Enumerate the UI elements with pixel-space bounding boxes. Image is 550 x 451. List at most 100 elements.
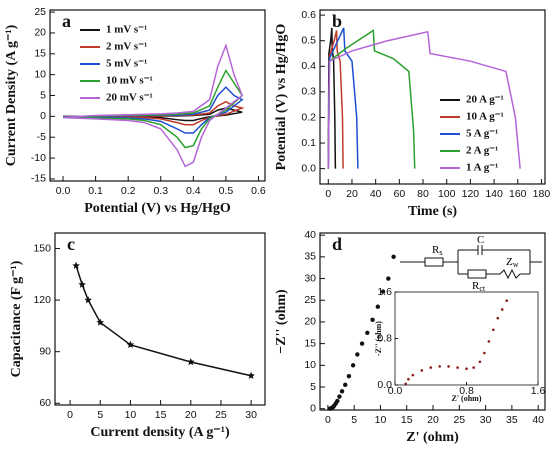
x-tick-label: 0.4 <box>186 185 201 197</box>
x-axis-title: Z' (ohm) <box>406 430 459 445</box>
point <box>411 373 415 377</box>
series-line <box>62 43 244 168</box>
y-tick-label: -10 <box>31 152 46 164</box>
x-tick-label: 180 <box>533 188 550 200</box>
circuit-label: Rs <box>432 244 442 257</box>
point <box>335 398 340 404</box>
x-tick-label: 25 <box>215 409 227 421</box>
point <box>72 261 80 269</box>
x-tick-label: 160 <box>509 188 527 200</box>
y-tick-label: 15 <box>304 337 316 349</box>
x-tick-label: 0.0 <box>388 385 403 397</box>
x-tick-label: 0.5 <box>219 185 234 197</box>
x-axis-title: Current density (A g⁻¹) <box>90 425 230 440</box>
point <box>380 289 386 294</box>
y-tick-label: 0.3 <box>301 86 316 98</box>
y-tick-label: 1.6 <box>377 286 392 298</box>
point <box>404 382 408 386</box>
legend-label: 2 A g⁻¹ <box>466 145 498 157</box>
y-tick-label: 20 <box>304 316 316 328</box>
y-tick-label: 90 <box>39 345 51 357</box>
y-tick-label: 0.6 <box>301 9 316 21</box>
legend-label: 10 mV s⁻¹ <box>106 75 153 87</box>
point <box>447 365 450 368</box>
legend-label: 1 mV s⁻¹ <box>106 24 147 36</box>
x-tick-label: 0 <box>325 414 331 426</box>
y-tick-label: 25 <box>304 294 316 306</box>
point <box>346 373 352 379</box>
point <box>487 340 491 343</box>
y-tick-label: 5 <box>310 381 316 393</box>
y-axis-title: Current Density (A g⁻¹) <box>4 24 19 166</box>
x-tick-label: 25 <box>453 414 465 426</box>
x-tick-label: 60 <box>393 188 405 200</box>
x-tick-label: 40 <box>532 414 544 426</box>
x-axis-title: Potential (V) vs Hg/HgO <box>84 201 231 216</box>
legend-label: 1 A g⁻¹ <box>466 162 498 174</box>
legend-label: 20 mV s⁻¹ <box>106 92 153 104</box>
y-tick-label: 5 <box>40 89 46 101</box>
circuit <box>400 245 542 280</box>
plot-frame <box>319 9 546 185</box>
x-tick-label: 140 <box>485 188 503 200</box>
point <box>438 365 441 368</box>
point <box>343 382 348 388</box>
circuit-label: Zw <box>506 256 519 269</box>
point <box>247 371 255 379</box>
point <box>96 318 105 326</box>
y-tick-label: 120 <box>33 294 51 306</box>
x-tick-label: 0.6 <box>251 185 266 197</box>
x-tick-label: 40 <box>370 188 382 200</box>
point <box>483 351 486 355</box>
x-tick-label: 35 <box>506 414 518 426</box>
y-tick-label: 0.4 <box>301 60 316 72</box>
series-line <box>327 27 359 169</box>
y-axis-title: -Z'' (ohm) <box>374 321 383 356</box>
y-tick-label: 20 <box>34 27 46 39</box>
plot-frame <box>54 232 266 406</box>
circuit-label: C <box>477 234 484 246</box>
point <box>429 366 433 369</box>
point <box>126 340 135 349</box>
y-tick-label: 10 <box>34 68 46 80</box>
x-tick-label: 0.1 <box>88 185 103 197</box>
plot-frame <box>49 9 266 182</box>
point <box>370 317 375 322</box>
y-tick-label: 25 <box>34 6 46 18</box>
x-axis-title: Time (s) <box>408 204 457 219</box>
x-tick-label: 0 <box>325 188 331 200</box>
circuit-label: Rct <box>472 280 486 293</box>
x-tick-label: 120 <box>462 188 480 200</box>
series-line <box>63 100 245 126</box>
plot-frame <box>394 291 539 386</box>
y-tick-label: 30 <box>304 272 316 284</box>
y-tick-label: -15 <box>31 173 46 185</box>
series-line <box>327 29 416 169</box>
legend-label: 20 A g⁻¹ <box>466 94 504 106</box>
series-line <box>327 27 337 169</box>
y-tick-label: 0.1 <box>301 137 316 149</box>
point <box>186 358 195 366</box>
x-tick-label: 10 <box>375 414 387 426</box>
point <box>456 366 459 369</box>
x-tick-label: 30 <box>245 409 257 421</box>
point <box>420 369 424 372</box>
y-tick-label: 0 <box>40 110 46 122</box>
point <box>505 299 509 303</box>
point <box>359 341 365 346</box>
point <box>355 352 360 357</box>
x-tick-label: 0.2 <box>121 185 136 197</box>
point <box>350 363 356 368</box>
panel: 0.0 0.1 0.2 0.3 0.4 0.5 0.6 -15 -10 -5 0 5 10 15 20 25 P… <box>4 6 266 216</box>
y-tick-label: 0.0 <box>377 379 392 391</box>
point <box>84 296 92 304</box>
point <box>339 389 345 394</box>
y-tick-label: 15 <box>34 48 46 60</box>
y-tick-label: 0 <box>310 402 316 414</box>
point <box>78 280 86 288</box>
panel-letter: c <box>67 234 75 254</box>
point <box>465 367 468 371</box>
x-tick-label: 0.0 <box>56 185 71 197</box>
x-axis-title: Z' (ohm) <box>452 394 482 403</box>
